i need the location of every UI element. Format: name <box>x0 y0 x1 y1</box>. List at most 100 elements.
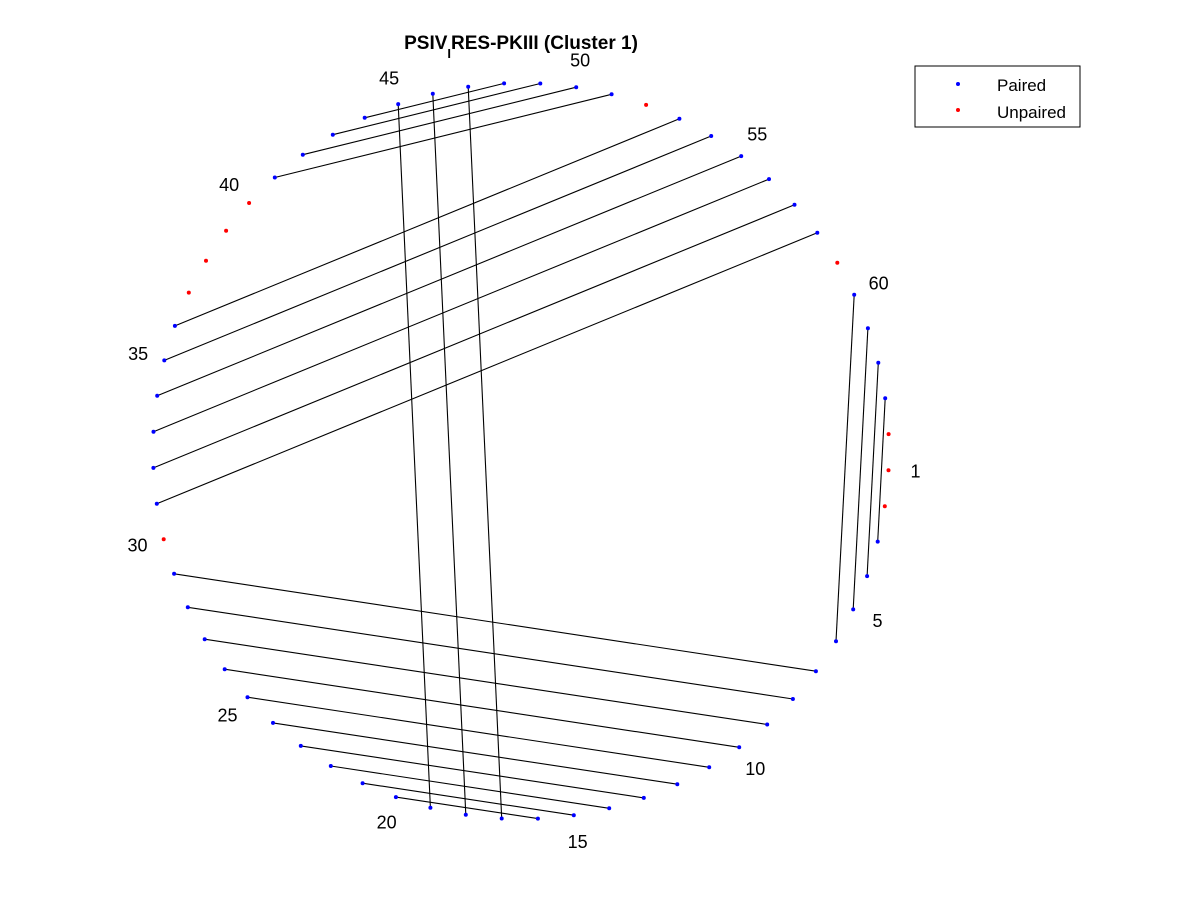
pair-line-14-22 <box>330 765 610 809</box>
paired-dot-44 <box>362 115 367 120</box>
pair-line-16-20 <box>395 796 538 820</box>
paired-dot-10 <box>737 745 742 750</box>
pair-line-12-24 <box>272 722 678 785</box>
pair-line-13-23 <box>300 745 644 799</box>
paired-dot-24 <box>271 720 275 725</box>
position-label-1: 1 <box>910 462 920 482</box>
pair-line-34-55 <box>156 155 742 397</box>
pair-line-5-61 <box>852 328 869 610</box>
paired-dot-35 <box>162 358 167 363</box>
paired-dot-58 <box>815 230 820 235</box>
position-label-20: 20 <box>377 813 397 833</box>
position-label-45: 45 <box>379 69 399 89</box>
paired-dot-34 <box>155 393 160 398</box>
paired-dot-54 <box>709 134 714 138</box>
pair-line-15-21 <box>362 782 574 816</box>
pair-line-10-26 <box>224 668 740 748</box>
paired-dot-33 <box>151 429 156 434</box>
paired-dot-47 <box>466 84 471 89</box>
paired-dot-46 <box>430 91 435 96</box>
unpaired-dot-59 <box>835 260 840 265</box>
paired-dot-42 <box>300 152 305 157</box>
paired-dot-18 <box>463 812 468 817</box>
paired-dot-17 <box>499 816 504 821</box>
paired-dot-5 <box>851 607 856 612</box>
paired-dot-61 <box>865 326 870 331</box>
paired-dot-26 <box>222 667 227 672</box>
paired-dot-25 <box>245 695 250 700</box>
position-label-25: 25 <box>217 705 237 725</box>
pair-line-33-56 <box>153 178 770 433</box>
position-label-15: 15 <box>568 832 588 852</box>
paired-dot-3 <box>875 539 880 544</box>
pair-line-43-49 <box>332 82 541 136</box>
position-label-50: 50 <box>570 51 590 71</box>
pair-line-42-50 <box>302 86 577 156</box>
paired-dot-56 <box>767 177 771 182</box>
paired-dot-16 <box>535 816 540 821</box>
position-label-10: 10 <box>745 759 765 779</box>
paired-dot-48 <box>502 81 507 86</box>
paired-dot-41 <box>272 175 277 180</box>
paired-dot-14 <box>607 806 612 811</box>
paired-dot-8 <box>790 697 795 701</box>
paired-dot-22 <box>328 764 333 768</box>
figure-title: PSIVIRES-PKIII (Cluster 1) <box>404 33 638 61</box>
paired-dot-27 <box>202 637 207 642</box>
paired-dot-53 <box>677 116 682 121</box>
position-label-5: 5 <box>872 611 882 631</box>
position-label-40: 40 <box>219 175 239 195</box>
legend-unpaired-marker <box>956 108 960 112</box>
paired-dot-13 <box>641 795 646 800</box>
paired-dot-43 <box>330 132 335 137</box>
legend-box <box>914 65 1081 128</box>
paired-dot-7 <box>813 669 818 674</box>
pair-line-6-60 <box>835 294 855 642</box>
pair-line-19-45 <box>397 104 431 808</box>
title-subscript: I <box>447 46 451 61</box>
paired-dot-51 <box>609 92 614 97</box>
paired-dot-21 <box>360 781 365 786</box>
title-part2: RES-PKIII (Cluster 1) <box>451 33 638 54</box>
unpaired-dot-2 <box>882 504 887 509</box>
paired-dot-12 <box>675 782 680 787</box>
pair-line-35-54 <box>164 135 712 361</box>
pair-line-11-25 <box>247 696 710 768</box>
paired-dot-31 <box>154 501 159 506</box>
paired-dot-15 <box>571 813 576 818</box>
paired-dot-32 <box>151 465 156 470</box>
pair-line-8-28 <box>187 606 793 700</box>
pair-lines <box>153 82 886 820</box>
paired-dot-20 <box>393 795 398 800</box>
paired-dot-29 <box>172 571 177 576</box>
paired-dot-50 <box>574 85 579 90</box>
position-dots <box>151 81 891 821</box>
paired-dot-28 <box>185 605 190 610</box>
pair-line-31-58 <box>156 232 818 505</box>
position-label-55: 55 <box>747 125 767 145</box>
unpaired-dot-40 <box>247 201 252 205</box>
paired-dot-55 <box>739 154 744 159</box>
paired-dot-60 <box>852 292 857 297</box>
paired-dot-6 <box>834 639 838 644</box>
position-label-35: 35 <box>128 344 148 364</box>
pair-line-3-63 <box>877 398 886 542</box>
paired-dot-49 <box>538 81 543 86</box>
paired-dot-36 <box>172 323 177 328</box>
paired-dot-57 <box>792 202 797 207</box>
paired-dot-11 <box>707 765 712 770</box>
paired-dot-62 <box>876 360 881 365</box>
pair-line-36-53 <box>174 118 680 327</box>
paired-dot-19 <box>428 805 433 810</box>
paired-dot-23 <box>298 743 303 748</box>
pair-line-9-27 <box>204 638 768 726</box>
pair-line-44-48 <box>364 82 505 119</box>
paired-dot-4 <box>865 574 870 579</box>
pair-line-7-29 <box>174 573 816 672</box>
pair-line-41-51 <box>274 93 612 179</box>
unpaired-dot-64 <box>886 432 891 437</box>
pair-line-18-46 <box>432 93 467 815</box>
unpaired-dot-1 <box>886 468 891 473</box>
